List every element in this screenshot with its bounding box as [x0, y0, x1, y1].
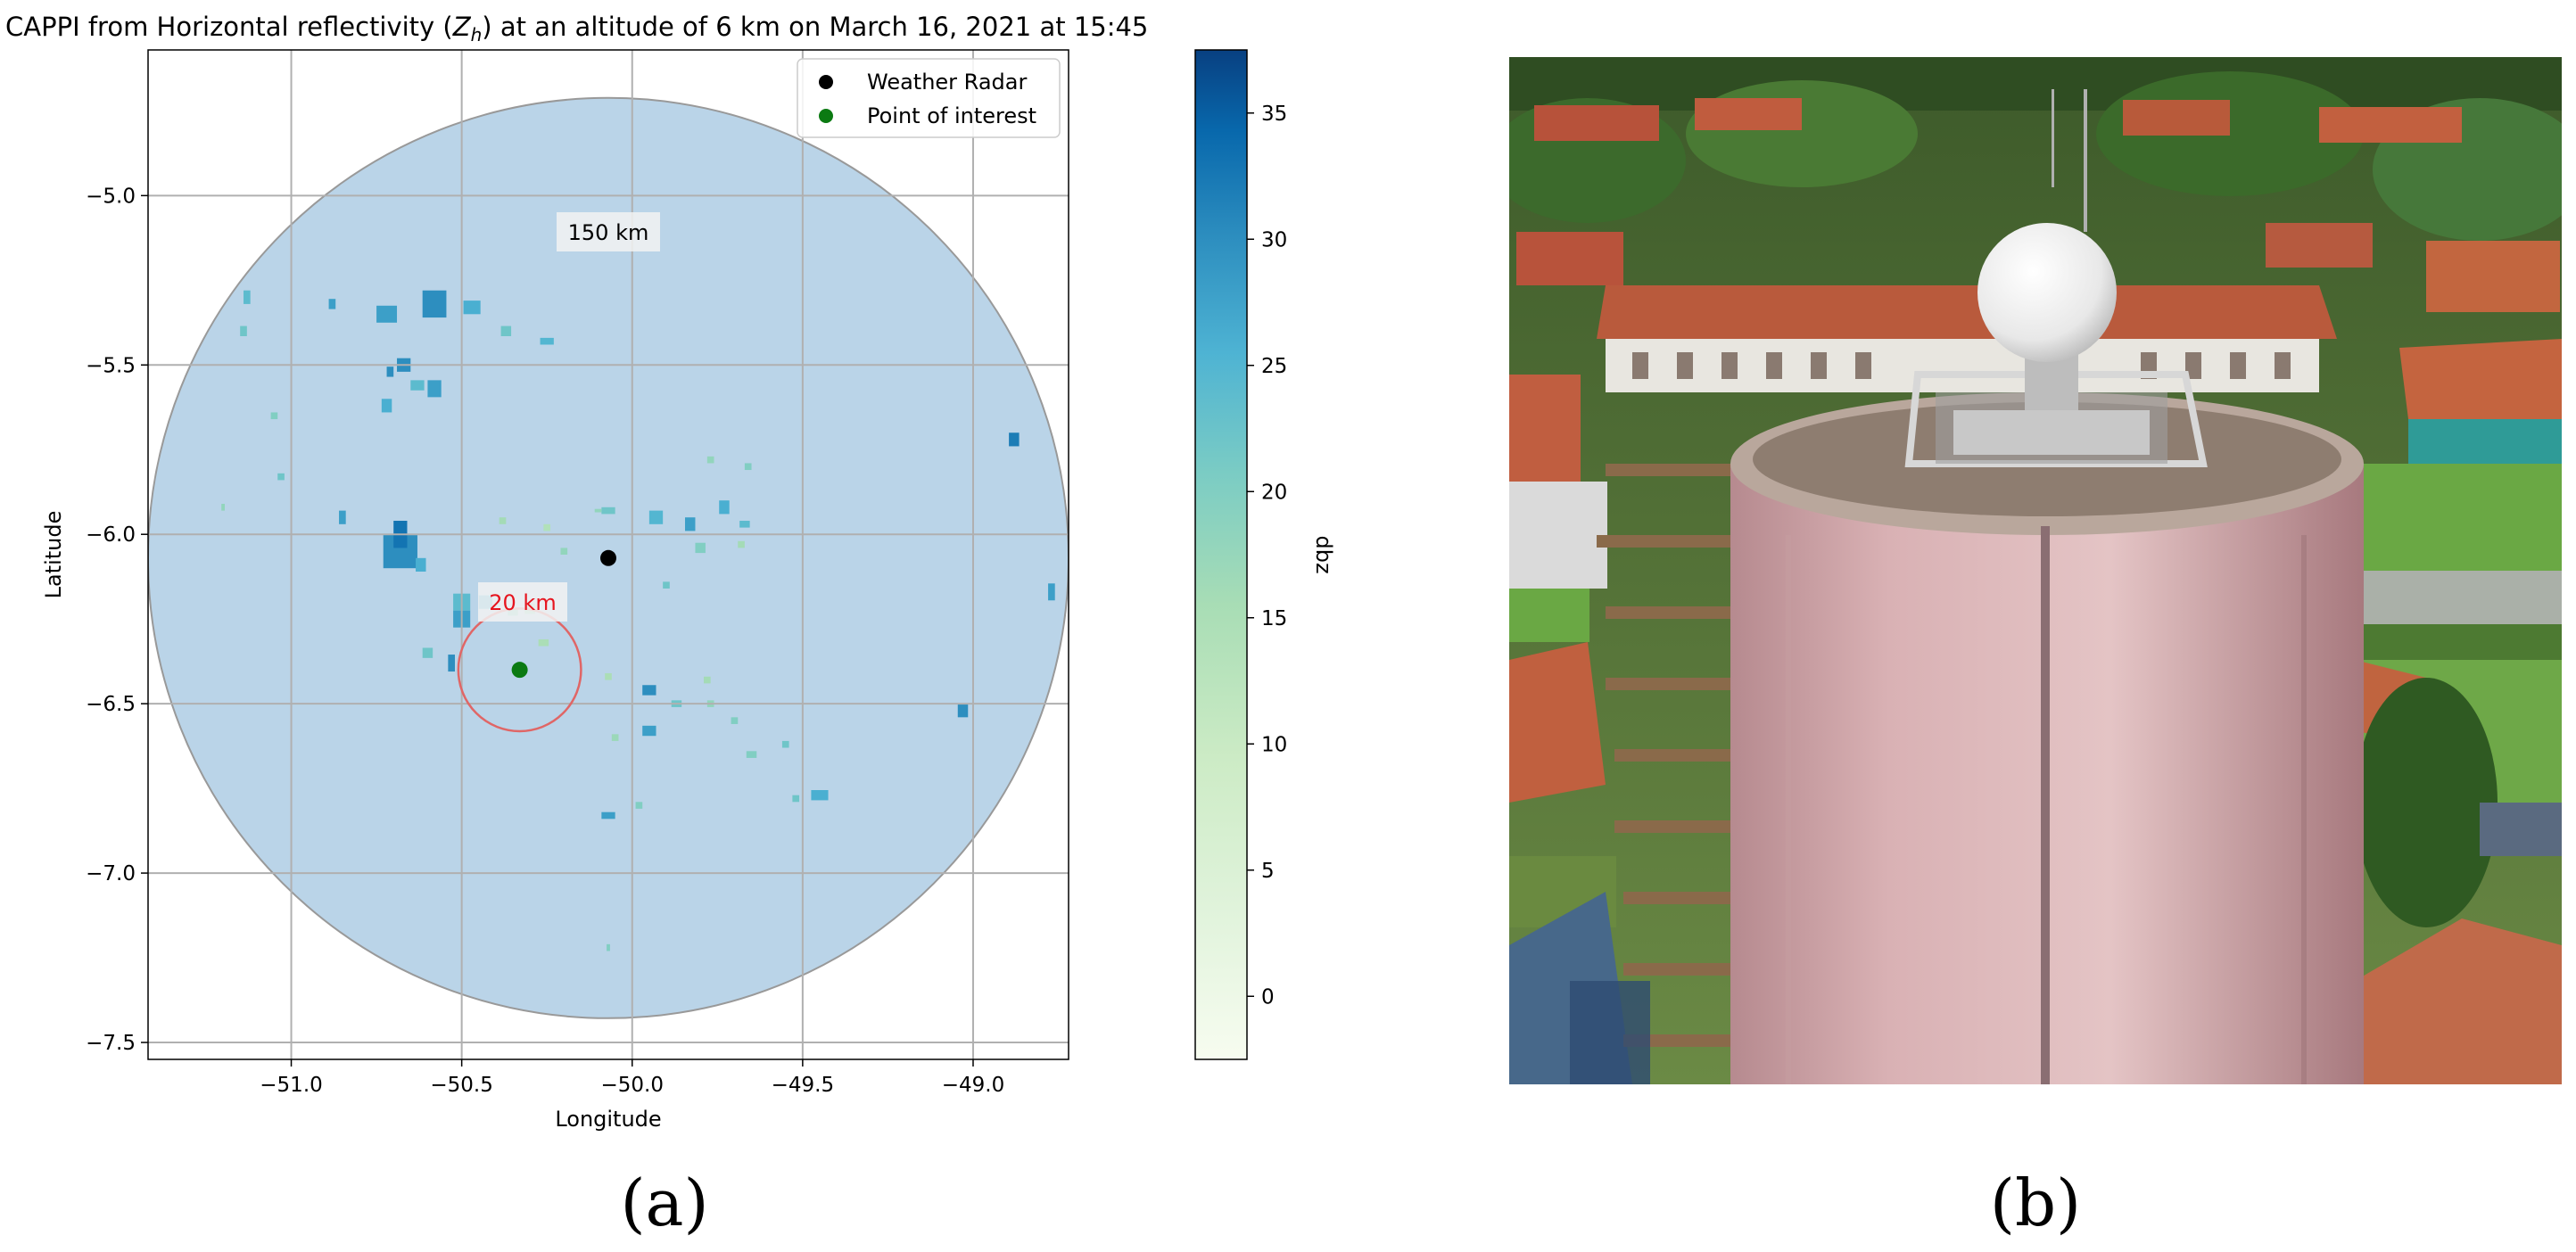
echo-cell [635, 802, 643, 809]
x-tick-label: −50.5 [430, 1074, 492, 1097]
echo-cell [499, 517, 507, 524]
echo-cell [422, 647, 433, 658]
echo-cell [339, 510, 346, 524]
echo-cell [957, 704, 969, 718]
background-village [1509, 57, 2562, 1084]
legend-poi-swatch [819, 109, 833, 123]
echo-cell [704, 676, 711, 684]
echo-cell [739, 521, 750, 528]
colorbar-tick-label: 5 [1261, 860, 1275, 883]
echo-cell [642, 725, 656, 737]
colorbar-tick-label: 0 [1261, 985, 1275, 1009]
x-tick-label: −49.5 [772, 1074, 834, 1097]
echo-cell [427, 380, 442, 398]
y-tick-label: −7.5 [86, 1032, 136, 1055]
echo-cell [601, 507, 615, 515]
colorbar-tick-label: 10 [1261, 733, 1287, 756]
x-tick-label: −51.0 [260, 1074, 322, 1097]
echo-cell [719, 500, 730, 515]
radar-dome [1904, 89, 2208, 467]
colorbar-label: dbz [1311, 535, 1336, 573]
outer-ring-label: 150 km [568, 220, 649, 245]
echo-cell [605, 672, 612, 680]
echo-cell [744, 463, 752, 471]
echo-cell [221, 504, 225, 511]
x-tick-label: −49.0 [942, 1074, 1004, 1097]
y-axis-ticks: −5.0 −5.5 −6.0 −6.5 −7.0 −7.5 [86, 185, 148, 1055]
echo-cell [410, 380, 425, 391]
echo-cell [240, 325, 247, 336]
echo-cell [328, 299, 336, 309]
outer-ring-label-box: 150 km [557, 212, 660, 251]
colorbar-tick-label: 30 [1261, 228, 1287, 251]
echo-cell [594, 508, 602, 513]
colorbar-tick-label: 20 [1261, 481, 1287, 504]
tower [1730, 392, 2364, 1084]
x-axis-ticks: −51.0 −50.5 −50.0 −49.5 −49.0 [260, 1059, 1004, 1097]
legend-poi-label: Point of interest [867, 103, 1036, 128]
echo-cell [781, 740, 789, 748]
radar-tower-photo [1509, 57, 2562, 1084]
y-tick-label: −5.5 [86, 354, 136, 377]
echo-cell [642, 685, 656, 696]
echo-cell [538, 638, 549, 647]
inner-ring-label: 20 km [489, 590, 556, 615]
colorbar-tick-label: 15 [1261, 607, 1287, 630]
echo-cell [422, 290, 447, 318]
echo-cell [416, 557, 426, 572]
x-tick-label: −50.0 [601, 1074, 664, 1097]
echo-cell [811, 790, 829, 801]
echo-cell [381, 399, 392, 413]
y-tick-label: −5.0 [86, 185, 136, 208]
echo-cell [560, 548, 568, 555]
reflectivity-echoes [221, 290, 1055, 951]
echo-cell [540, 337, 554, 345]
echo-cell [270, 412, 278, 420]
colorbar: 0 5 10 15 20 25 30 35 dbz [1194, 49, 1336, 1060]
panel-b-label: (b) [1990, 1166, 2081, 1240]
echo-cell [448, 655, 455, 672]
plot-frame [147, 49, 1069, 1060]
inner-ring-label-box: 20 km [478, 582, 567, 622]
echo-cell [607, 943, 610, 951]
echo-cell [695, 542, 706, 554]
colorbar-tick-label: 35 [1261, 103, 1287, 126]
echo-cell [738, 540, 745, 548]
echo-cell [601, 811, 615, 820]
echo-cell [685, 517, 696, 531]
echo-cell [1048, 583, 1055, 601]
echo-cell [277, 473, 285, 481]
y-tick-label: −6.5 [86, 693, 136, 716]
colorbar-tick-label: 25 [1261, 355, 1287, 378]
legend-radar-swatch [819, 75, 833, 89]
weather-radar-marker [600, 549, 616, 566]
echo-cell [663, 581, 670, 589]
echo-cell [386, 367, 394, 377]
panel-a-label: (a) [620, 1166, 708, 1240]
legend: Weather Radar Point of interest [797, 58, 1061, 138]
echo-cell [1009, 432, 1020, 447]
echo-cell [244, 290, 251, 304]
legend-radar-label: Weather Radar [867, 70, 1027, 95]
chart-title: CAPPI from Horizontal reflectivity (Zh) … [5, 12, 1148, 45]
echo-cell [500, 325, 512, 336]
y-tick-label: −6.0 [86, 523, 136, 547]
echo-cell [706, 456, 714, 464]
x-axis-label: Longitude [555, 1107, 661, 1132]
echo-cell [731, 717, 739, 724]
colorbar-gradient [1194, 49, 1248, 1060]
y-tick-label: −7.0 [86, 862, 136, 885]
echo-cell [746, 751, 757, 758]
echo-cell [611, 734, 619, 741]
echo-cell [463, 301, 481, 315]
echo-cell [648, 510, 664, 524]
y-axis-label: Latitude [41, 511, 66, 599]
echo-cell [376, 305, 398, 323]
echo-cell [543, 523, 551, 531]
colorbar-ticks: 0 5 10 15 20 25 30 35 [1247, 103, 1287, 1009]
point-of-interest-marker [511, 662, 528, 679]
echo-cell [792, 795, 800, 803]
